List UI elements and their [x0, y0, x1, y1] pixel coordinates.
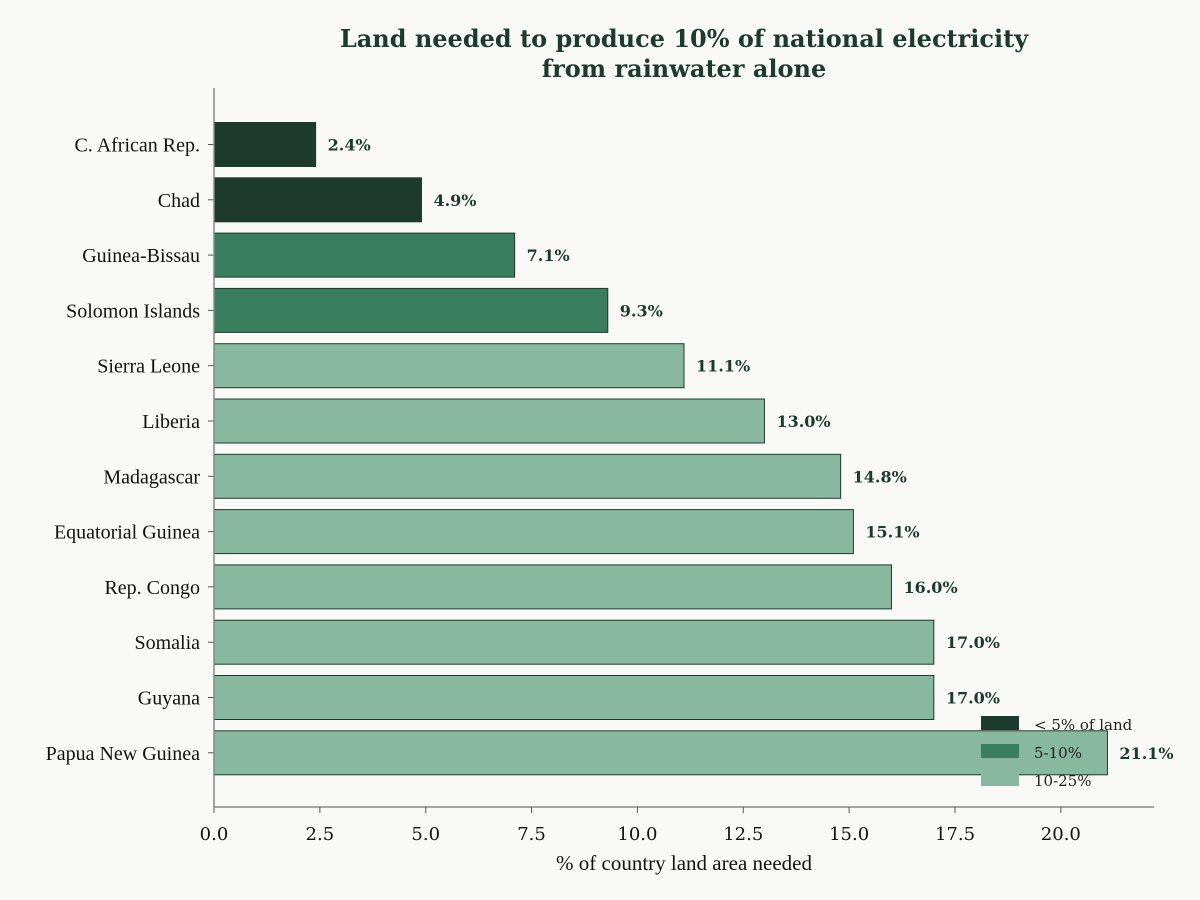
value-label-4: 11.1% — [696, 357, 750, 376]
bar-3 — [213, 287, 609, 333]
x-axis-title: % of country land area needed — [556, 851, 812, 875]
x-tick-label-8: 20.0 — [1041, 824, 1081, 845]
bar-5 — [213, 398, 765, 444]
bar-2 — [213, 232, 516, 278]
x-tick-label-4: 10.0 — [617, 824, 657, 845]
value-label-5: 13.0% — [776, 412, 830, 431]
category-label-10: Guyana — [138, 688, 200, 710]
x-tick-label-6: 15.0 — [829, 824, 869, 845]
bar-1 — [213, 177, 422, 223]
bar-9 — [213, 619, 935, 665]
category-label-9: Somalia — [134, 632, 200, 654]
category-label-2: Guinea-Bissau — [82, 245, 200, 267]
bar-0 — [213, 122, 317, 167]
value-label-11: 21.1% — [1119, 744, 1173, 763]
value-label-3: 9.3% — [620, 301, 663, 320]
bar-6 — [213, 453, 842, 499]
value-label-0: 2.4% — [328, 136, 371, 155]
value-label-1: 4.9% — [433, 191, 476, 210]
category-label-8: Rep. Congo — [104, 577, 200, 599]
category-label-6: Madagascar — [103, 466, 200, 488]
axes-layer: 0.0 2.5 5.0 7.5 10.0 12.5 15.0 17.5 20.0 — [200, 88, 1154, 845]
legend-swatch-0 — [981, 716, 1019, 730]
bar-10 — [213, 675, 935, 720]
category-label-3: Solomon Islands — [66, 300, 200, 322]
bar-8 — [213, 564, 892, 610]
x-tick-label-3: 7.5 — [517, 824, 546, 845]
category-label-7: Equatorial Guinea — [54, 522, 200, 544]
bar-7 — [213, 509, 854, 555]
x-tick-label-1: 2.5 — [306, 824, 335, 845]
value-label-7: 15.1% — [865, 523, 919, 542]
legend-label-0: < 5% of land — [1034, 716, 1133, 734]
bar-11 — [213, 730, 1108, 776]
category-label-5: Liberia — [142, 411, 200, 433]
bar-4 — [213, 343, 685, 389]
legend-label-1: 5-10% — [1034, 744, 1082, 762]
category-label-0: C. African Rep. — [74, 135, 200, 157]
value-label-9: 17.0% — [946, 633, 1000, 652]
category-label-11: Papua New Guinea — [46, 743, 201, 765]
legend-swatch-2 — [981, 772, 1019, 786]
value-label-6: 14.8% — [853, 467, 907, 486]
value-label-8: 16.0% — [903, 578, 957, 597]
x-tick-label-2: 5.0 — [411, 824, 440, 845]
legend-label-2: 10-25% — [1034, 772, 1092, 790]
legend-swatch-1 — [981, 744, 1019, 758]
value-label-10: 17.0% — [946, 689, 1000, 708]
chart-title-line1: Land needed to produce 10% of national e… — [340, 24, 1029, 53]
legend: < 5% of land 5-10% 10-25% — [981, 716, 1133, 790]
value-label-2: 7.1% — [527, 246, 570, 265]
x-tick-label-7: 17.5 — [935, 824, 975, 845]
x-tick-label-5: 12.5 — [723, 824, 763, 845]
category-label-4: Sierra Leone — [97, 356, 200, 378]
x-tick-label-0: 0.0 — [200, 824, 229, 845]
bars-layer: C. African Rep. 2.4% Chad 4.9% Guinea-Bissau… — [46, 122, 1174, 776]
chart-title-line2: from rainwater alone — [542, 54, 826, 83]
category-label-1: Chad — [158, 190, 200, 212]
